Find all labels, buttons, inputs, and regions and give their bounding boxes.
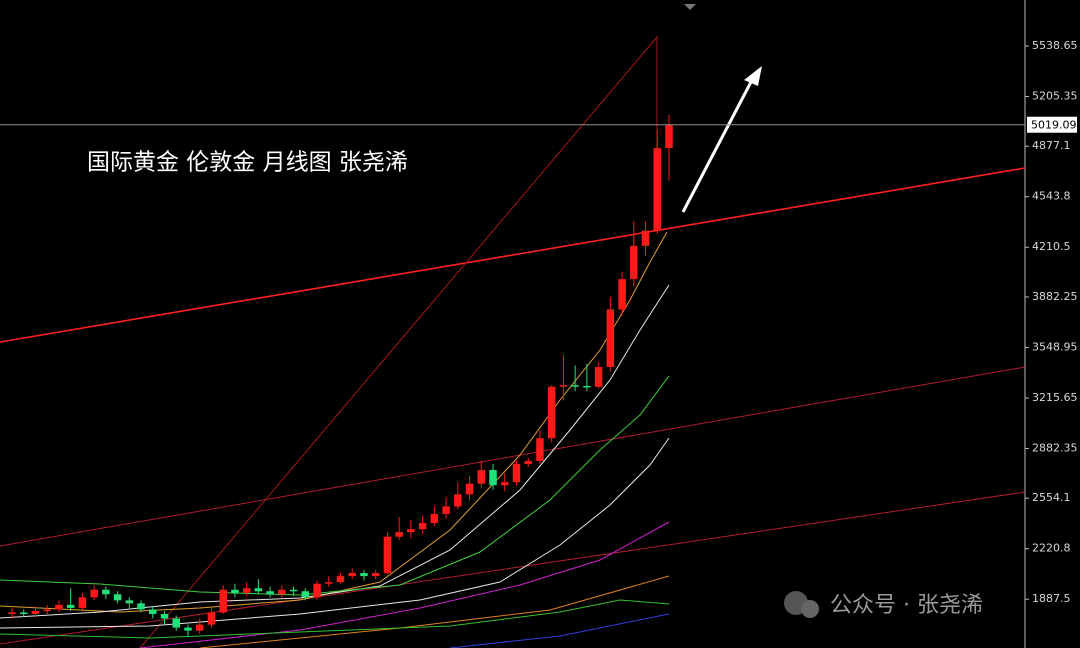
candle-body <box>383 536 392 574</box>
candle-body <box>254 588 263 592</box>
candle-body <box>583 385 591 388</box>
y-tick-label: 2554.1 <box>1032 491 1071 504</box>
y-axis: 1887.5 2220.8 2554.1 2882.35 3215.65 3548.95 3… <box>0 39 1078 605</box>
y-tick-label: 5538.65 <box>1032 39 1078 52</box>
y-tick-label: 5205.35 <box>1032 90 1078 103</box>
arrow <box>681 79 754 213</box>
candle-body <box>160 613 169 619</box>
candle-body <box>266 591 274 595</box>
candle-body <box>571 385 579 387</box>
candle-body <box>465 483 474 495</box>
candle-body <box>442 506 450 514</box>
candle-body <box>641 230 650 246</box>
last-price-label: 5019.09 <box>1031 119 1077 132</box>
candle-body <box>512 463 521 483</box>
candle-body <box>55 604 63 610</box>
moving-average <box>449 613 670 648</box>
candle-body <box>407 529 415 533</box>
candle-body <box>301 591 310 598</box>
candle-body <box>31 610 40 614</box>
candle-body <box>547 386 556 439</box>
candle-body <box>665 124 673 149</box>
candle-body <box>102 589 110 595</box>
candle-body <box>653 148 662 231</box>
candle-body <box>289 589 298 592</box>
y-tick-label: 1887.5 <box>1032 592 1071 605</box>
candle-body <box>207 612 216 625</box>
moving-average <box>0 375 670 596</box>
watermark: 公众号 · 张尧浠 <box>784 591 983 618</box>
candle-body <box>524 460 532 464</box>
trend-line <box>0 366 1026 547</box>
candle-body <box>313 583 321 598</box>
candle-body <box>66 604 75 608</box>
y-tick-label: 2220.8 <box>1032 542 1071 555</box>
scroll-marker <box>684 4 696 10</box>
candle-body <box>454 494 462 507</box>
candle-body <box>489 470 497 486</box>
candle-body <box>325 582 333 584</box>
candle-body <box>418 523 427 530</box>
arrow-head <box>744 66 762 86</box>
candle-body <box>172 618 180 628</box>
watermark-text: 公众号 · 张尧浠 <box>830 593 983 618</box>
candle-body <box>594 367 603 387</box>
moving-average <box>0 231 668 613</box>
candle-body <box>360 573 368 577</box>
candle-body <box>90 589 98 598</box>
candle-body <box>336 576 345 583</box>
candle-body <box>219 589 227 613</box>
candle-body <box>195 624 204 631</box>
candle-body <box>278 589 286 595</box>
moving-average <box>199 575 670 648</box>
candle-body <box>231 589 239 593</box>
candle-body <box>125 600 134 604</box>
chart-title: 国际黄金 伦敦金 月线图 张尧浠 <box>87 150 408 176</box>
candle-body <box>149 609 157 614</box>
y-tick-label: 3215.65 <box>1032 391 1078 404</box>
candle-body <box>536 438 544 461</box>
candle-body <box>630 245 638 280</box>
candle-body <box>43 609 51 611</box>
candle-body <box>371 573 380 577</box>
candle-body <box>559 385 568 387</box>
drawings <box>0 35 1026 648</box>
candle-body <box>477 470 486 484</box>
candle-body <box>78 597 87 608</box>
y-tick-label: 4210.5 <box>1032 240 1071 253</box>
candle-body <box>19 612 28 614</box>
candle-body <box>113 594 122 601</box>
candle-body <box>430 513 439 524</box>
candle-body <box>242 588 251 593</box>
candle-body <box>348 573 356 577</box>
candles <box>8 115 673 637</box>
trend-line <box>0 167 1026 343</box>
candle-body <box>395 532 403 537</box>
y-tick-label: 4543.8 <box>1032 190 1071 203</box>
y-tick-label: 2882.35 <box>1032 441 1078 454</box>
candle-body <box>8 612 16 614</box>
y-tick-label: 3882.25 <box>1032 290 1078 303</box>
candle-body <box>184 627 192 631</box>
y-tick-label: 3548.95 <box>1032 340 1078 353</box>
candle-body <box>606 309 615 368</box>
moving-average <box>0 284 670 619</box>
candle-body <box>501 482 509 486</box>
last-price-box <box>1027 116 1077 133</box>
trend-line <box>0 491 1026 645</box>
candle-body <box>137 603 145 610</box>
moving-average <box>0 599 670 639</box>
watermark-icon <box>801 600 819 618</box>
y-tick-label: 4877.1 <box>1032 139 1071 152</box>
candle-body <box>618 279 626 310</box>
